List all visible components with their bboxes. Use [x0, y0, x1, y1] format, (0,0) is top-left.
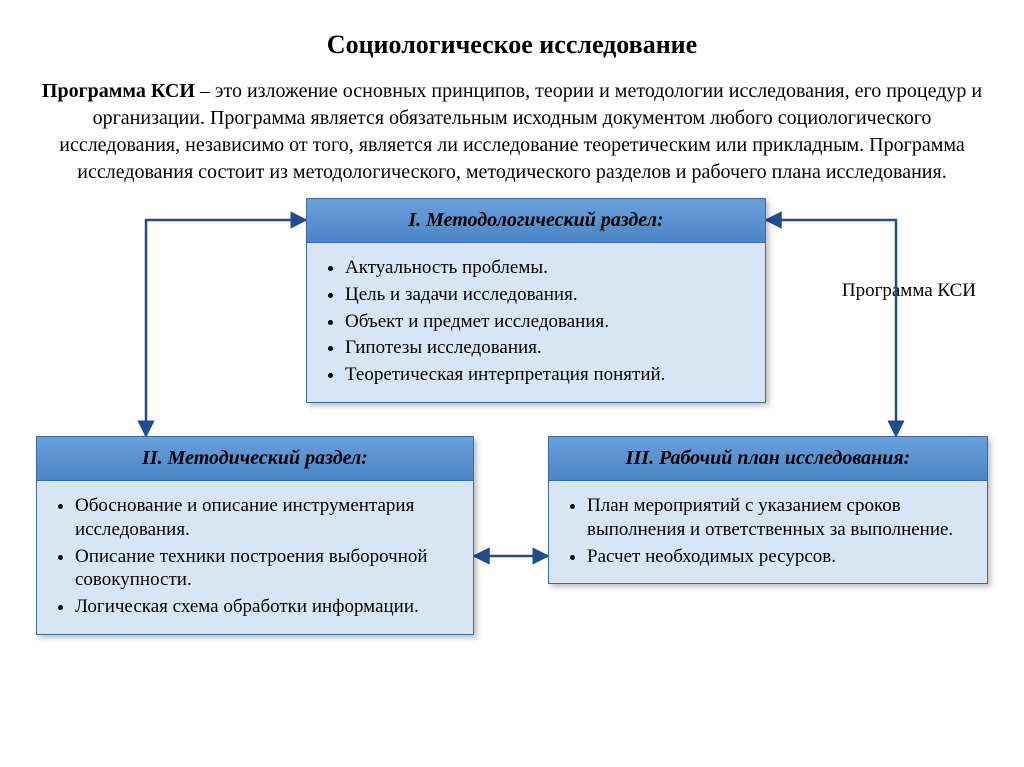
list-item: Описание техники построения выборочной с…: [75, 545, 459, 593]
node-body: План мероприятий с указанием сроков выпо…: [549, 481, 987, 583]
node-work-plan: III. Рабочий план исследования: План мер…: [548, 436, 988, 584]
node-body: Актуальность проблемы. Цель и задачи иссл…: [307, 243, 765, 402]
list-item: Логическая схема обработки информации.: [75, 595, 459, 619]
node-header: I. Методологический раздел:: [307, 199, 765, 243]
list-item: Расчет необходимых ресурсов.: [587, 545, 973, 569]
diagram: I. Методологический раздел: Актуальность…: [36, 198, 988, 668]
node-methodical: II. Методический раздел: Обоснование и о…: [36, 436, 474, 635]
list-item: Объект и предмет исследования.: [345, 310, 751, 334]
intro-text: – это изложение основных принципов, теор…: [59, 80, 982, 183]
intro-bold-term: Программа КСИ: [42, 80, 195, 102]
list-item: План мероприятий с указанием сроков выпо…: [587, 494, 973, 542]
node-list: Обоснование и описание инструментария ис…: [51, 494, 459, 619]
node-header: III. Рабочий план исследования:: [549, 437, 987, 481]
list-item: Гипотезы исследования.: [345, 336, 751, 360]
node-methodological: I. Методологический раздел: Актуальность…: [306, 198, 766, 403]
list-item: Обоснование и описание инструментария ис…: [75, 494, 459, 542]
node-header: II. Методический раздел:: [37, 437, 473, 481]
list-item: Актуальность проблемы.: [345, 256, 751, 280]
list-item: Цель и задачи исследования.: [345, 283, 751, 307]
node-body: Обоснование и описание инструментария ис…: [37, 481, 473, 634]
list-item: Теоретическая интерпретация понятий.: [345, 363, 751, 387]
page-title: Социологическое исследование: [36, 30, 988, 60]
edge: [766, 220, 896, 436]
node-list: План мероприятий с указанием сроков выпо…: [563, 494, 973, 568]
intro-paragraph: Программа КСИ – это изложение основных п…: [36, 78, 988, 186]
edge: [146, 220, 306, 436]
node-list: Актуальность проблемы. Цель и задачи иссл…: [321, 256, 751, 387]
